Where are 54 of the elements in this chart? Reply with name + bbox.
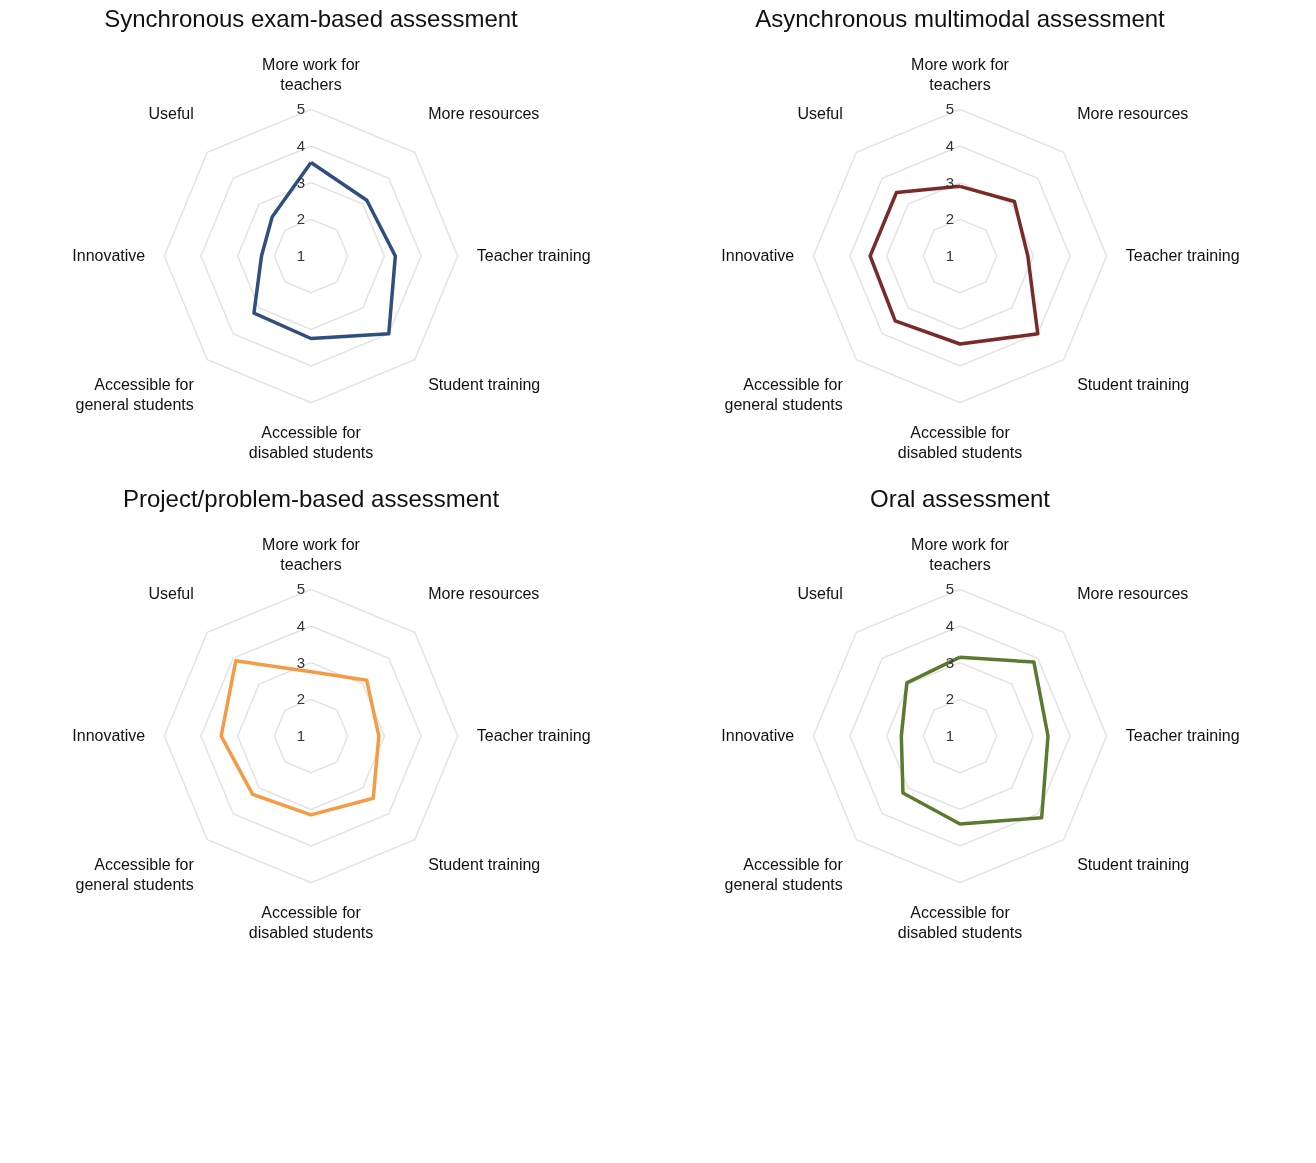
spoke-label: More work for teachers bbox=[262, 56, 361, 94]
y-tick-label: 2 bbox=[296, 690, 306, 708]
spoke-label: Accessible for general students bbox=[724, 375, 844, 413]
spoke-label: Accessible for disabled students bbox=[897, 904, 1023, 942]
spoke-label: Teacher training bbox=[1125, 727, 1240, 744]
chart-title: Oral assessment bbox=[869, 485, 1051, 512]
spoke-label: Teacher training bbox=[476, 727, 591, 744]
y-tick-label: 3 bbox=[296, 173, 306, 191]
spoke-label: Accessible for disabled students bbox=[248, 424, 374, 462]
y-tick-label: 2 bbox=[945, 690, 955, 708]
spoke-label: Student training bbox=[1077, 855, 1190, 873]
y-tick-label: 5 bbox=[945, 100, 955, 118]
y-tick-label: 4 bbox=[945, 137, 955, 154]
spoke-label: Useful bbox=[148, 104, 194, 122]
y-tick-label: 1 bbox=[945, 247, 955, 264]
chart-title: Asynchronous multimodal assessment bbox=[755, 5, 1166, 32]
spoke-label: Innovative bbox=[72, 727, 146, 744]
spoke-label: Teacher training bbox=[1125, 247, 1240, 264]
y-tick-label: 4 bbox=[296, 137, 306, 154]
spoke-label: Accessible for general students bbox=[75, 855, 195, 893]
spoke-label: More resources bbox=[428, 104, 540, 122]
spoke-label: Teacher training bbox=[476, 247, 591, 264]
y-tick-label: 2 bbox=[945, 210, 955, 228]
y-tick-label: 5 bbox=[296, 100, 306, 118]
y-tick-label: 1 bbox=[296, 727, 306, 744]
spoke-label: Accessible for disabled students bbox=[248, 904, 374, 942]
spoke-label: Student training bbox=[428, 855, 541, 873]
y-tick-label: 1 bbox=[945, 727, 955, 744]
spoke-label: Innovative bbox=[72, 247, 146, 264]
spoke-label: Accessible for general students bbox=[724, 855, 844, 893]
spoke-label: More work for teachers bbox=[911, 536, 1010, 574]
spoke-label: More work for teachers bbox=[262, 536, 361, 574]
y-tick-label: 3 bbox=[296, 653, 306, 671]
chart-title: Synchronous exam-based assessment bbox=[104, 5, 519, 32]
spoke-label: Useful bbox=[797, 104, 843, 122]
spoke-label: Student training bbox=[1077, 375, 1190, 393]
spoke-label: More resources bbox=[1077, 584, 1189, 602]
y-tick-label: 1 bbox=[296, 247, 306, 264]
spoke-label: More resources bbox=[428, 584, 540, 602]
spoke-label: Student training bbox=[428, 375, 541, 393]
spoke-label: More work for teachers bbox=[911, 56, 1010, 94]
y-tick-label: 2 bbox=[296, 210, 306, 228]
chart-title: Project/problem-based assessment bbox=[122, 485, 500, 512]
y-tick-label: 5 bbox=[296, 580, 306, 598]
spoke-label: Accessible for general students bbox=[75, 375, 195, 413]
spoke-label: More resources bbox=[1077, 104, 1189, 122]
spoke-label: Accessible for disabled students bbox=[897, 424, 1023, 462]
y-tick-label: 5 bbox=[945, 580, 955, 598]
spoke-label: Useful bbox=[148, 584, 194, 602]
spoke-label: Innovative bbox=[721, 247, 795, 264]
spoke-label: Useful bbox=[797, 584, 843, 602]
y-tick-label: 4 bbox=[296, 617, 306, 634]
spoke-label: Innovative bbox=[721, 727, 795, 744]
y-tick-label: 4 bbox=[945, 617, 955, 634]
